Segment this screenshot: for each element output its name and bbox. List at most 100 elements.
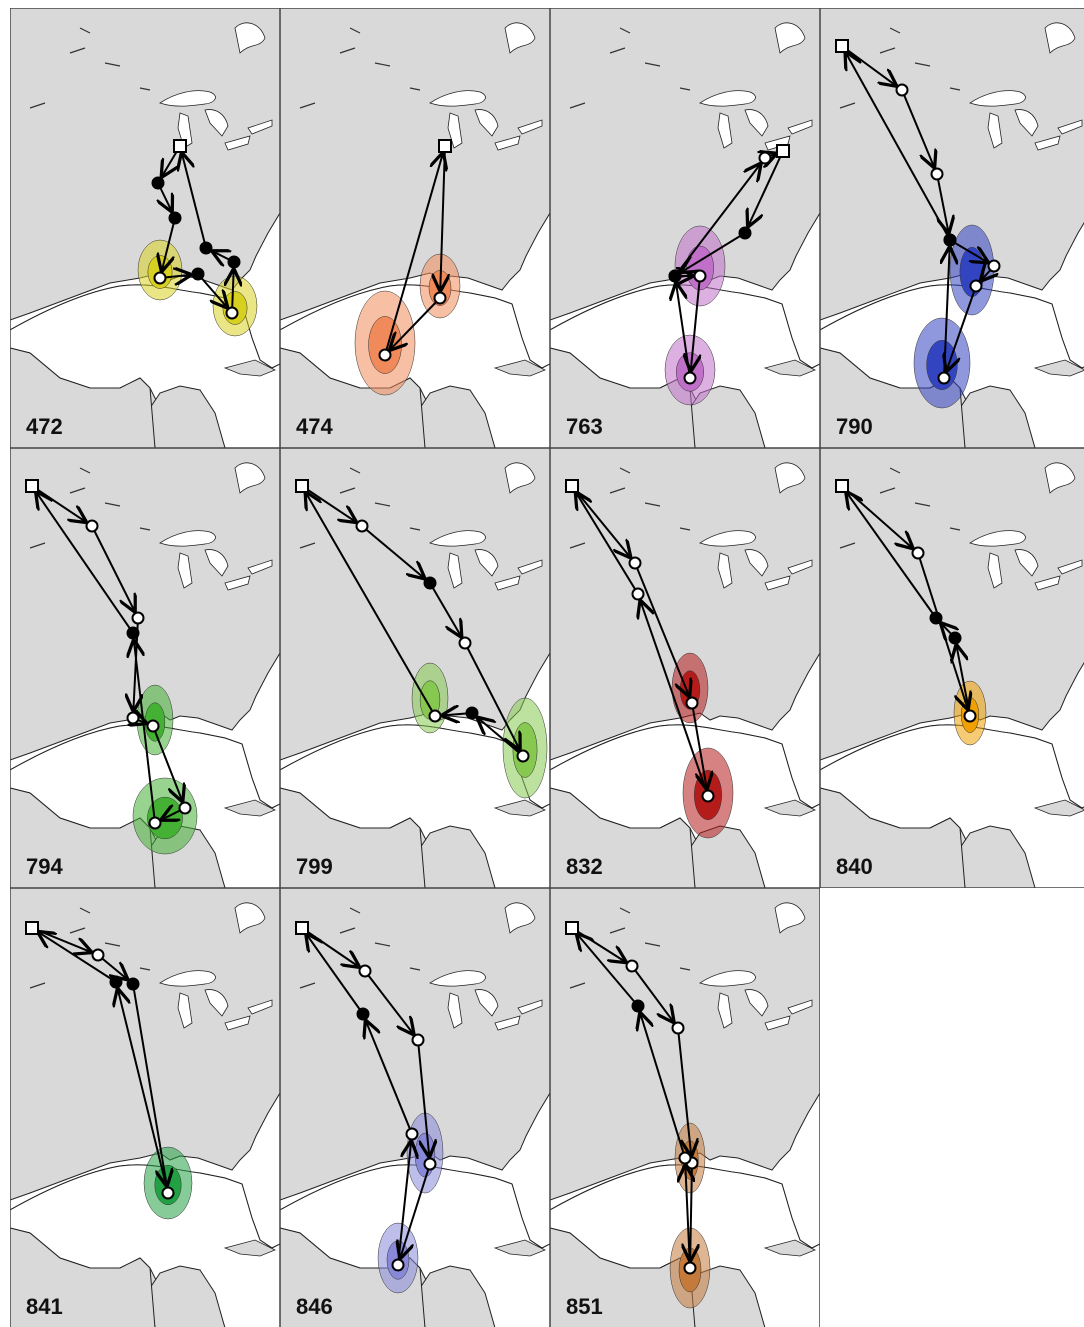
stopover-marker — [969, 279, 983, 293]
track-segment — [400, 1163, 431, 1257]
stopover-marker — [683, 1261, 697, 1275]
stopover-marker — [930, 167, 944, 181]
stopover-marker — [355, 519, 369, 533]
stopover-marker — [895, 83, 909, 97]
track-segment — [641, 602, 709, 797]
track-segment — [464, 642, 519, 749]
panel-label: 841 — [26, 1294, 63, 1319]
stopover-marker — [109, 975, 123, 989]
stopover-marker — [987, 259, 1001, 273]
stopover-marker — [131, 611, 145, 625]
stopover-marker — [433, 291, 447, 305]
track-segment — [947, 285, 977, 370]
track-segment — [37, 493, 134, 634]
track-segment — [162, 217, 176, 270]
stopover-marker — [683, 371, 697, 385]
origin-marker — [173, 139, 187, 153]
track-segment — [182, 154, 207, 249]
track-segment — [232, 270, 234, 314]
stopover-marker — [963, 709, 977, 723]
track-segment — [134, 641, 156, 824]
track-segment — [677, 1027, 691, 1155]
map-panel: 472 — [10, 8, 280, 448]
map-panel: 840 — [820, 448, 1084, 888]
panel-label: 474 — [296, 414, 333, 439]
track-segment — [118, 990, 169, 1194]
map-panel: 763 — [550, 8, 820, 448]
stopover-marker — [405, 1127, 419, 1141]
stopover-marker — [671, 1021, 685, 1035]
track-segment — [39, 932, 117, 983]
stopover-marker — [458, 636, 472, 650]
stopover-marker — [929, 611, 943, 625]
panel-label: 799 — [296, 854, 333, 879]
stopover-marker — [227, 255, 241, 269]
track-segment — [132, 983, 167, 1185]
track-segment — [429, 582, 461, 636]
track-segment — [306, 493, 436, 717]
basemap — [10, 888, 280, 1327]
stopover-marker — [126, 977, 140, 991]
stopover-marker — [126, 711, 140, 725]
stopover-marker — [631, 587, 645, 601]
stopover-marker — [701, 789, 715, 803]
map-panel: 799 — [280, 448, 550, 888]
stopover-marker — [948, 631, 962, 645]
origin-marker — [25, 921, 39, 935]
track-segment — [366, 1021, 413, 1135]
track-segment — [152, 725, 182, 801]
origin-marker — [776, 144, 790, 158]
stopover-marker — [148, 816, 162, 830]
stopover-marker — [758, 151, 772, 165]
stopover-marker — [91, 948, 105, 962]
map-panel: 832 — [550, 448, 820, 888]
stopover-marker — [358, 964, 372, 978]
track-segment — [944, 248, 950, 379]
basemap — [280, 448, 550, 888]
track-segment — [691, 702, 707, 788]
stopover-marker — [146, 719, 160, 733]
stopover-marker — [423, 576, 437, 590]
panel-label: 840 — [836, 854, 873, 879]
origin-marker — [25, 479, 39, 493]
panel-label: 832 — [566, 854, 603, 879]
range-core — [368, 316, 402, 374]
map-panel: 841 — [10, 888, 280, 1327]
basemap — [280, 8, 550, 448]
track-segment — [91, 525, 134, 611]
stopover-marker — [178, 801, 192, 815]
stopover-marker — [693, 269, 707, 283]
origin-marker — [565, 479, 579, 493]
stopover-marker — [191, 267, 205, 281]
range-core — [414, 1132, 436, 1178]
track-segment — [640, 1014, 686, 1159]
stopover-marker — [685, 696, 699, 710]
panel-label: 794 — [26, 854, 63, 879]
basemap — [10, 8, 280, 448]
map-panel: 790 — [820, 8, 1084, 448]
stopover-marker — [668, 269, 682, 283]
stopover-marker — [943, 233, 957, 247]
stopover-marker — [126, 626, 140, 640]
track-segment — [364, 970, 413, 1034]
map-panel: 851 — [550, 888, 820, 1327]
stopover-marker — [628, 556, 642, 570]
track-segment — [957, 646, 971, 717]
stopover-marker — [738, 226, 752, 240]
track-segment — [631, 965, 673, 1022]
stopover-marker — [631, 999, 645, 1013]
track-segment — [397, 1142, 411, 1266]
track-segment — [417, 1039, 429, 1156]
origin-marker — [438, 139, 452, 153]
map-panel: 846 — [280, 888, 550, 1327]
stopover-marker — [411, 1033, 425, 1047]
track-segment — [936, 173, 948, 232]
track-segment — [391, 297, 441, 349]
stopover-marker — [428, 709, 442, 723]
track-segment — [674, 164, 760, 277]
track-segment — [307, 935, 364, 1015]
track-segment — [949, 239, 987, 262]
stopover-marker — [153, 271, 167, 285]
track-segment — [846, 53, 951, 241]
panel-label: 851 — [566, 1294, 603, 1319]
